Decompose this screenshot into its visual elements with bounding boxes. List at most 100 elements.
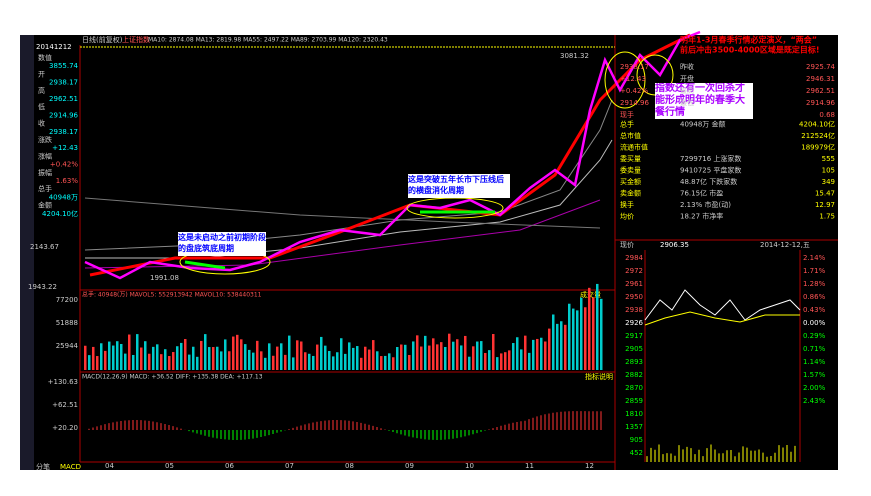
volume-bar	[448, 333, 451, 370]
ma-line	[85, 139, 613, 259]
quote-cell: 40948万 金额	[680, 120, 726, 129]
volume-bar	[592, 297, 595, 370]
volume-bar	[232, 336, 235, 370]
quote-cell: 换手	[620, 200, 634, 209]
volume-bar	[364, 346, 367, 370]
volume-bar	[552, 314, 555, 370]
quote-cell: 0.68	[819, 111, 835, 119]
volume-bar	[432, 338, 435, 370]
price-label: 1991.08	[150, 274, 179, 282]
volume-bar	[392, 357, 395, 370]
left-item: +0.42%	[50, 161, 78, 169]
volume-bar	[152, 346, 155, 370]
volume-bar	[220, 351, 223, 370]
volume-tick: 25944	[56, 342, 79, 350]
volume-bar	[188, 354, 191, 370]
quote-cell: 2.13% 市盈(动)	[680, 200, 731, 209]
quote-cell: 委买量	[620, 154, 641, 163]
volume-bar	[112, 345, 115, 370]
volume-bar	[192, 346, 195, 370]
quote-cell: 昨收	[680, 62, 694, 71]
intraday-tick: 2859	[625, 397, 643, 405]
intraday-tick: 2882	[625, 371, 643, 379]
left-item: 40948万	[49, 193, 78, 201]
annotation: 这是突破五年长市下压线后的横盘消化周期	[408, 175, 504, 195]
intraday-tick: 2926	[625, 319, 643, 327]
month-label: 04	[105, 462, 114, 470]
volume-bar	[128, 334, 131, 370]
volume-bar	[476, 341, 479, 370]
volume-bar	[216, 346, 219, 370]
volume-tick: 77200	[56, 296, 78, 304]
volume-bar	[172, 352, 175, 370]
volume-bar	[352, 347, 355, 370]
volume-tick: 51888	[56, 319, 78, 327]
volume-bar	[408, 354, 411, 370]
intraday-pct: 0.00%	[803, 319, 826, 327]
quote-cell: 最高	[680, 86, 694, 95]
volume-bar	[284, 354, 287, 370]
intraday-pct: 1.57%	[803, 371, 826, 379]
quote-cell: 现手	[620, 110, 634, 119]
volume-bar	[452, 341, 455, 370]
volume-bar	[556, 323, 559, 370]
quote-cell: 2962.51	[806, 87, 835, 95]
volume-bar	[480, 341, 483, 370]
circle	[604, 51, 646, 109]
volume-bar	[548, 328, 551, 370]
volume-bar	[488, 350, 491, 370]
volume-bar	[600, 298, 603, 370]
volume-bar	[568, 303, 571, 370]
intraday-date: 2014-12-12,五	[760, 241, 810, 249]
left-item: 涨跌	[38, 135, 52, 144]
volume-bar	[372, 340, 375, 370]
quote-cell: 9410725 平盘家数	[680, 166, 741, 175]
note-box	[408, 174, 510, 198]
intraday-tick: 452	[630, 449, 643, 457]
quote-cell: 189979亿	[801, 143, 835, 152]
volume-bar	[424, 335, 427, 370]
intraday-tick: 2961	[625, 280, 643, 288]
intraday-pct: 2.43%	[803, 397, 826, 405]
volume-bar	[132, 354, 135, 370]
volume-bar	[84, 345, 87, 370]
intraday-tick: 2870	[625, 384, 643, 392]
intraday-tick: 905	[630, 436, 643, 444]
intraday-pct: 1.28%	[803, 280, 826, 288]
quote-cell: 18.27 市净率	[680, 212, 723, 221]
left-item: 2938.17	[49, 79, 78, 87]
volume-bar	[116, 341, 119, 370]
quote-cell: 2914.96	[620, 99, 649, 107]
volume-bar	[260, 351, 263, 370]
volume-bar	[88, 355, 91, 370]
intraday-tick: 1357	[625, 423, 643, 431]
volume-bar	[208, 347, 211, 370]
intraday-pct: 0.29%	[803, 332, 826, 340]
volume-bar	[464, 335, 467, 370]
left-item: 2938.17	[49, 128, 78, 136]
volume-bar	[520, 349, 523, 370]
quote-cell: 349	[822, 178, 835, 186]
left-item: 2962.51	[49, 95, 78, 103]
volume-bar	[536, 338, 539, 370]
intraday-tick: 2917	[625, 332, 643, 340]
volume-bar	[496, 357, 499, 370]
quote-cell: 76.15亿 市盈	[680, 189, 723, 198]
volume-bar	[588, 287, 591, 370]
volume-bar	[276, 346, 279, 370]
volume-bar	[140, 347, 143, 370]
macd-label: 指标说明	[585, 372, 613, 381]
intraday-pct: 1.14%	[803, 358, 826, 366]
volume-bar	[572, 308, 575, 370]
intraday-price: 2906.35	[660, 241, 689, 249]
volume-bar	[108, 341, 111, 370]
volume-bar	[180, 342, 183, 370]
price-label: 2143.67	[30, 243, 59, 251]
indicators: MA10: 2874.08 MA13: 2819.98 MA55: 2497.2…	[148, 37, 388, 44]
left-item: 低	[38, 102, 45, 111]
price-label: 1943.22	[28, 283, 57, 291]
volume-bar	[580, 297, 583, 370]
quote-cell: 流通市值	[620, 143, 648, 152]
macd-header: MACD(12,26,9) MACD: +36.52 DIFF: +135.38…	[82, 374, 263, 381]
